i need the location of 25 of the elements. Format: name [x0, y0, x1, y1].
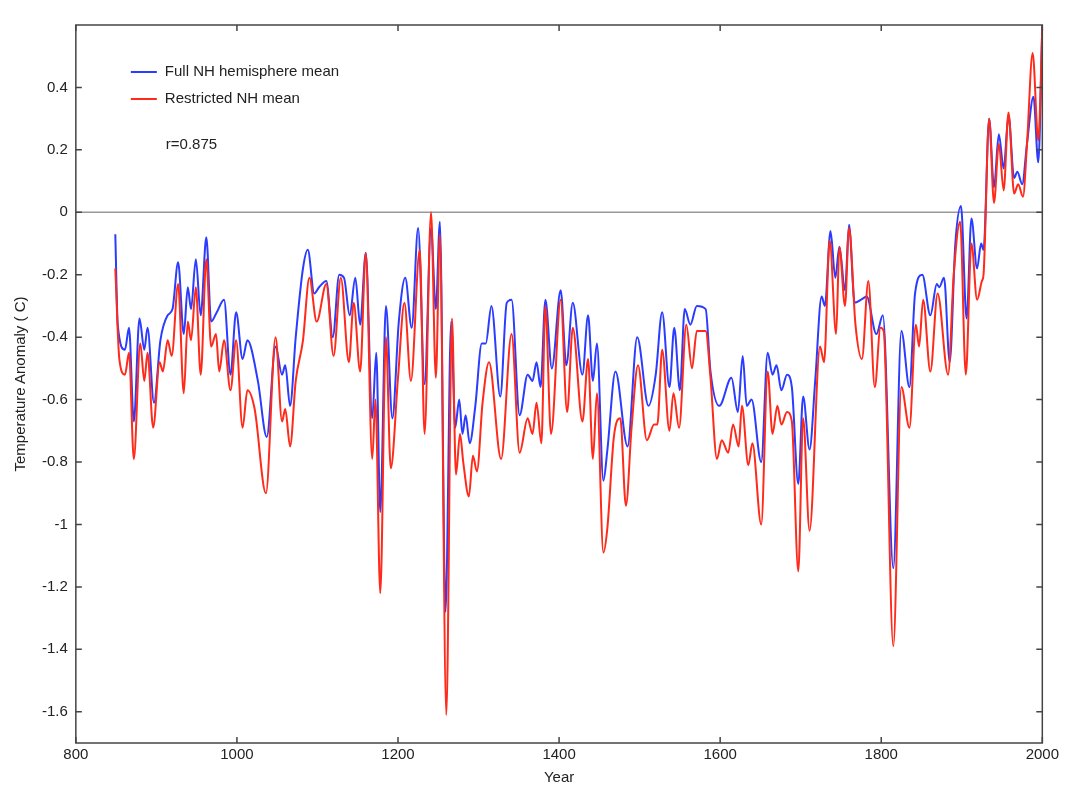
y-tick-label: -1.4: [41, 639, 68, 657]
y-tick-label: -0.6: [41, 389, 68, 407]
x-tick-label: 1800: [864, 745, 898, 763]
x-axis-title: Year: [543, 768, 575, 786]
line-series: [114, 25, 1043, 613]
y-tick-label: -1.2: [41, 577, 68, 595]
annotation: r=0.875: [165, 135, 218, 153]
legend-label: Full NH hemisphere mean: [164, 62, 340, 80]
y-tick-label: -0.8: [41, 452, 68, 470]
y-tick-label: 0.4: [46, 77, 68, 95]
y-tick-label: -1: [54, 514, 68, 532]
legend-label: Restricted NH mean: [164, 89, 300, 107]
x-tick-label: 1400: [542, 745, 576, 763]
y-tick-label: 0: [59, 202, 68, 220]
x-tick-label: 800: [63, 745, 89, 763]
x-tick-label: 1200: [381, 745, 415, 763]
y-tick-label: -1.6: [41, 701, 68, 719]
y-tick-label: 0.2: [46, 140, 68, 158]
line-series: [114, 27, 1043, 716]
x-tick-label: 1600: [703, 745, 737, 763]
y-tick-label: -0.4: [41, 327, 68, 345]
x-tick-label: 1000: [220, 745, 254, 763]
x-tick-label: 2000: [1025, 745, 1059, 763]
y-axis-title: Temperature Anomaly ( C): [11, 296, 29, 472]
y-tick-label: -0.2: [41, 264, 68, 282]
